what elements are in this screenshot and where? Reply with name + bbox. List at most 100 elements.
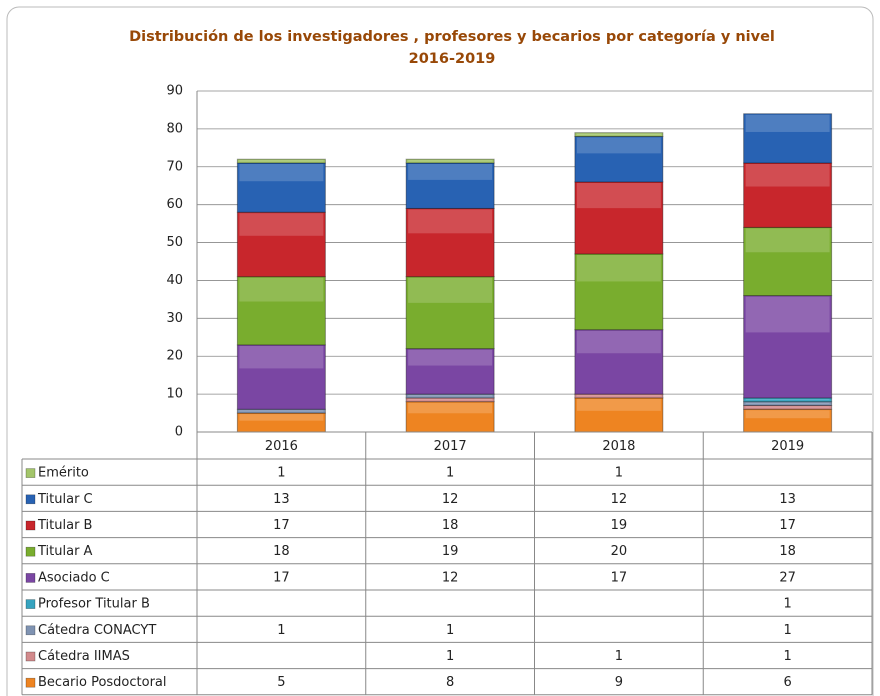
bar-shine [576,330,661,354]
table-value: 1 [446,466,454,481]
legend-swatch [25,520,36,531]
bar-shine [745,410,830,419]
bar-shine [745,406,830,408]
bar-shine [576,254,661,282]
legend-swatch [25,625,36,636]
bar-segment [405,162,495,209]
bar-segment [743,113,833,164]
table-value: 1 [783,597,791,612]
bar-shine [408,163,493,180]
bar-shine [408,349,493,366]
bar-shine [745,114,830,132]
bar-segment [405,401,495,433]
bar-segment [743,226,833,297]
bar-shine [239,163,324,182]
bar-shine [745,398,830,401]
y-tick-label: 90 [166,84,183,99]
bar-shine [239,213,324,236]
bar-shine [239,160,324,162]
table-value: 1 [615,466,623,481]
table-value: 9 [615,675,623,690]
legend-swatch [25,573,36,583]
bar-segment [236,344,326,410]
table-value: 1 [615,649,623,664]
table-value: 18 [779,544,796,559]
legend-swatch [25,651,36,662]
bar-shine [239,277,324,302]
table-value: 19 [442,544,459,559]
table-value: 18 [442,518,459,533]
table-value: 17 [273,518,290,533]
legend-label: Asociado C [38,570,110,585]
bar-shine [576,398,661,411]
bar-shine [408,395,493,397]
legend-label: Becario Posdoctoral [38,675,167,690]
table-value: 6 [783,675,791,690]
bar-segment [574,181,664,255]
table-value: 5 [277,675,285,690]
legend-label: Cátedra CONACYT [38,623,156,638]
table-value: 1 [783,623,791,638]
bar-shine [408,209,493,234]
bar-shine [745,163,830,187]
table-value: 13 [779,492,796,507]
bar-shine [408,402,493,414]
y-tick-label: 70 [166,159,183,174]
x-tick-label: 2017 [434,439,467,454]
table-value: 12 [442,570,459,585]
y-tick-label: 50 [166,235,183,250]
table-value: 20 [611,544,628,559]
y-tick-label: 30 [166,311,183,326]
table-value: 1 [446,623,454,638]
legend-swatch [25,677,36,688]
bar-segment [236,158,326,164]
table-value: 13 [273,492,290,507]
bar-shine [239,410,324,412]
bar-shine [745,296,830,333]
bar-shine [745,228,830,253]
bar-segment [574,135,664,183]
bar-segment [405,207,495,278]
x-tick-label: 2018 [602,439,635,454]
bar-segment [405,276,495,350]
legend-swatch [25,468,36,478]
bar-segment [236,211,326,278]
table-value: 1 [277,466,285,481]
bar-shine [408,277,493,303]
table-value: 1 [783,649,791,664]
x-tick-label: 2019 [771,439,804,454]
table-value: 8 [446,675,454,690]
bar-segment [743,295,833,399]
legend-swatch [25,546,36,557]
legend-swatch [25,599,36,609]
table-value: 19 [611,518,628,533]
bar-shine [576,133,661,136]
y-tick-label: 10 [166,387,183,402]
legend-label: Emérito [38,466,89,481]
y-tick-label: 80 [166,121,183,136]
bar-shine [408,398,493,401]
bar-shine [745,402,830,405]
table-value: 17 [611,570,628,585]
bar-segment [574,329,664,395]
y-tick-label: 20 [166,349,183,364]
y-tick-label: 40 [166,273,183,288]
table-value: 1 [277,623,285,638]
table-value: 12 [611,492,628,507]
bar-shine [408,160,493,162]
legend-label: Cátedra IIMAS [38,649,130,664]
legend-label: Titular C [37,492,93,507]
bar-segment [236,276,326,346]
bar-shine [239,345,324,369]
legend-label: Titular B [37,518,92,533]
table-value: 1 [446,649,454,664]
y-tick-label: 0 [175,425,183,440]
bar-shine [576,395,661,397]
legend-label: Profesor Titular B [38,597,150,612]
chart-subtitle: 2016-2019 [409,51,496,67]
legend-swatch [25,494,36,505]
chart-title: Distribución de los investigadores , pro… [129,29,775,45]
table-value: 27 [779,570,796,585]
bar-shine [576,182,661,209]
legend-label: Titular A [37,544,93,559]
